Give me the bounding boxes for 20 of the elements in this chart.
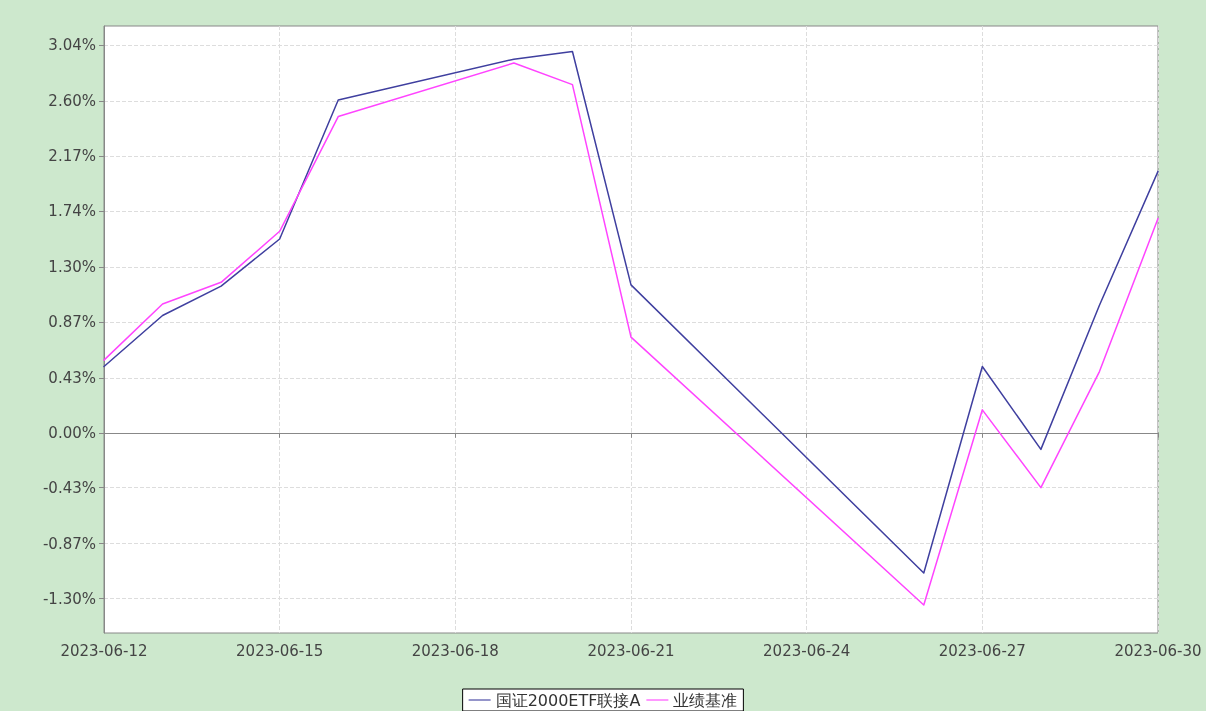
y-tick-label: 3.04% xyxy=(48,36,96,55)
x-tick-label: 2023-06-15 xyxy=(236,641,324,660)
y-tick-label: 2.17% xyxy=(48,147,96,166)
x-tick-label: 2023-06-27 xyxy=(938,641,1026,660)
x-tick-label: 2023-06-18 xyxy=(411,641,499,660)
x-tick-label: 2023-06-24 xyxy=(763,641,851,660)
y-tick-label: -0.87% xyxy=(42,534,96,553)
y-tick-label: 1.30% xyxy=(48,258,96,277)
y-tick-label: 2.60% xyxy=(48,92,96,111)
y-tick-label: 0.00% xyxy=(48,423,96,442)
x-tick-label: 2023-06-21 xyxy=(587,641,675,660)
y-tick-label: -1.30% xyxy=(42,589,96,608)
legend-label: 业绩基准 xyxy=(673,690,738,710)
y-tick-label: 1.74% xyxy=(48,201,96,220)
y-tick-label: 0.87% xyxy=(48,312,96,331)
legend-label: 国证2000ETF联接A xyxy=(495,690,641,710)
y-tick-label: -0.43% xyxy=(42,478,96,497)
x-tick-label: 2023-06-12 xyxy=(60,641,148,660)
x-tick-label: 2023-06-30 xyxy=(1114,641,1202,660)
y-tick-label: 0.43% xyxy=(48,368,96,387)
